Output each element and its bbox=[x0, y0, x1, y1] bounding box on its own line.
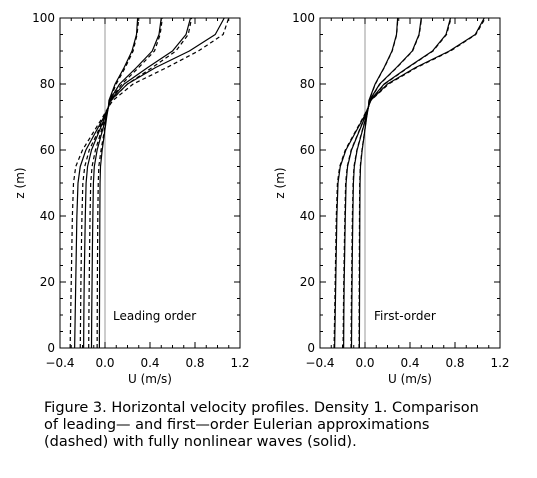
series-line-4-dashed bbox=[79, 17, 193, 349]
x-tick-label: −0.4 bbox=[45, 356, 74, 370]
x-tick-label: 1.2 bbox=[490, 356, 509, 370]
y-tick-label: 0 bbox=[47, 341, 55, 355]
y-tick-label: 80 bbox=[40, 77, 55, 91]
y-tick-label: 100 bbox=[292, 11, 315, 25]
plot-frame bbox=[59, 17, 241, 349]
chart-panel-1: −0.4 0.0 0.4 0.8 1.2 0 20 40 60 80 100 U (m/s) z (m)… bbox=[13, 11, 250, 386]
x-tick-label: 1.2 bbox=[230, 356, 249, 370]
y-tick-label: 20 bbox=[300, 275, 315, 289]
y-tick-label: 60 bbox=[300, 143, 315, 157]
y-tick-label: 100 bbox=[32, 11, 55, 25]
series-line-5-solid bbox=[350, 17, 422, 349]
figure-caption: Figure 3. Horizontal velocity profiles. … bbox=[44, 400, 479, 450]
y-tick-label: 40 bbox=[40, 209, 55, 223]
series-line-5-solid bbox=[90, 17, 162, 349]
y-tick-label: 60 bbox=[40, 143, 55, 157]
figure: −0.4 0.0 0.4 0.8 1.2 0 20 40 60 80 100 U (m/s) z (m)… bbox=[13, 11, 510, 386]
series-line-3-solid bbox=[83, 17, 192, 349]
x-tick-label: −0.4 bbox=[305, 356, 334, 370]
x-tick-label: 0.4 bbox=[140, 356, 159, 370]
series-line-6-dashed bbox=[350, 17, 423, 349]
series-line-2-dashed bbox=[69, 17, 230, 349]
x-tick-label: 0.0 bbox=[355, 356, 374, 370]
y-axis-label: z (m) bbox=[13, 167, 27, 198]
series-line-7-solid bbox=[98, 17, 139, 349]
y-axis-label: z (m) bbox=[273, 167, 287, 198]
series-line-2-dashed bbox=[333, 17, 486, 349]
chart-panel-2: −0.4 0.0 0.4 0.8 1.2 0 20 40 60 80 100 U (m/s) z (m)… bbox=[273, 11, 510, 386]
series-line-6-dashed bbox=[88, 17, 163, 349]
series-line-1-solid bbox=[334, 17, 485, 349]
panel-annotation: First-order bbox=[374, 309, 436, 323]
series-line-8-dashed bbox=[358, 17, 399, 349]
series-line-8-dashed bbox=[96, 17, 140, 349]
x-tick-label: 0.4 bbox=[400, 356, 419, 370]
x-axis-label: U (m/s) bbox=[388, 372, 432, 386]
y-tick-label: 80 bbox=[300, 77, 315, 91]
series-line-1-solid bbox=[74, 17, 225, 349]
x-tick-label: 0.0 bbox=[95, 356, 114, 370]
x-tick-label: 0.8 bbox=[185, 356, 204, 370]
x-axis-label: U (m/s) bbox=[128, 372, 172, 386]
x-tick-label: 0.8 bbox=[445, 356, 464, 370]
y-tick-label: 0 bbox=[307, 341, 315, 355]
panel-annotation: Leading order bbox=[113, 309, 196, 323]
y-tick-label: 20 bbox=[40, 275, 55, 289]
y-tick-label: 40 bbox=[300, 209, 315, 223]
plot-frame bbox=[319, 17, 501, 349]
